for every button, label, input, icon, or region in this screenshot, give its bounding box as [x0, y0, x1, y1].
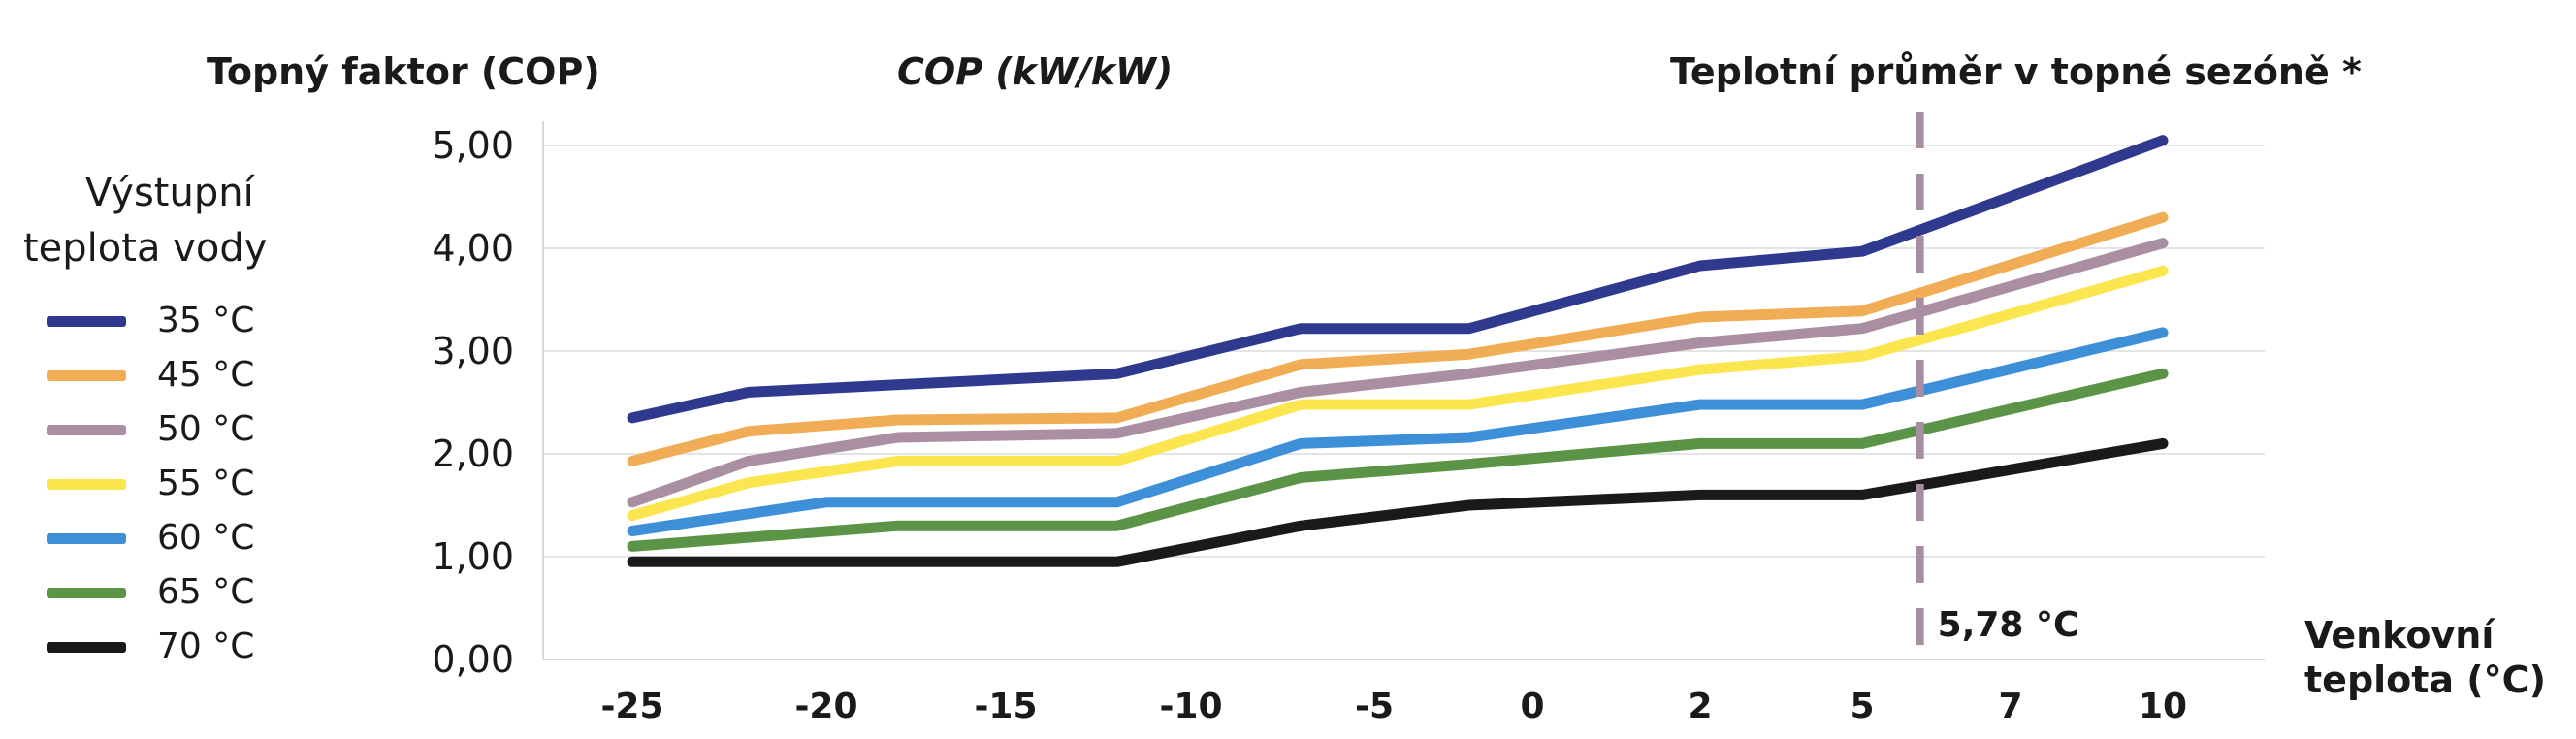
x-axis-title-line1: Venkovní: [2304, 614, 2495, 657]
x-tick-label: 5: [1850, 687, 1874, 726]
series-line: [627, 265, 2169, 522]
x-tick-label: 10: [2139, 687, 2187, 726]
legend-label: 70 °C: [157, 627, 255, 666]
x-tick-label: -20: [794, 687, 857, 726]
y-tick-label: 1,00: [432, 535, 514, 578]
y-axis-title: Topný faktor (COP): [207, 50, 600, 93]
x-tick-label: -15: [974, 687, 1037, 726]
legend-item: 55 °C: [47, 465, 279, 503]
marker-label: 5,78 °C: [1938, 605, 2079, 645]
series-line: [627, 135, 2169, 424]
series-line: [627, 327, 2169, 536]
legend-swatch: [47, 533, 126, 544]
x-tick-label: 2: [1688, 687, 1712, 726]
legend-label: 45 °C: [157, 355, 255, 395]
legend-swatch: [47, 588, 126, 598]
x-axis-title: Venkovní teplota (°C): [2304, 613, 2557, 702]
legend-item: 45 °C: [47, 356, 279, 395]
legend-swatch: [47, 479, 126, 490]
legend-item: 50 °C: [47, 410, 279, 449]
legend-title-line1: Výstupní: [85, 171, 254, 215]
legend-swatch: [47, 642, 126, 653]
legend-item: 60 °C: [47, 519, 279, 558]
x-axis-title-line2: teplota (°C): [2304, 659, 2546, 701]
x-tick-label: 7: [1998, 687, 2022, 726]
chart-subtitle: COP (kW/kW): [897, 50, 1174, 93]
y-tick-label: 0,00: [432, 638, 514, 681]
legend-label: 65 °C: [157, 572, 255, 612]
legend-title-line2: teplota vody: [23, 226, 268, 271]
x-tick-label: -10: [1159, 687, 1222, 726]
legend-item: 65 °C: [47, 573, 279, 612]
y-tick-label: 5,00: [432, 124, 514, 167]
marker-title: Teplotní průměr v topné sezóně *: [1670, 50, 2362, 93]
y-tick-label: 3,00: [432, 330, 514, 372]
series-line: [627, 437, 2169, 567]
legend-swatch: [47, 316, 126, 327]
legend-label: 55 °C: [157, 464, 255, 503]
legend-label: 50 °C: [157, 409, 255, 449]
legend-item: 70 °C: [47, 627, 279, 666]
legend-swatch: [47, 370, 126, 381]
y-tick-label: 4,00: [432, 227, 514, 270]
legend-label: 60 °C: [157, 518, 255, 558]
x-tick-label: -5: [1355, 687, 1394, 726]
series-line: [627, 211, 2169, 466]
legend-item: 35 °C: [47, 302, 279, 340]
series-line: [627, 368, 2169, 552]
series-line: [627, 238, 2169, 508]
legend-label: 35 °C: [157, 301, 255, 340]
x-tick-label: 0: [1520, 687, 1544, 726]
x-tick-label: -25: [600, 687, 663, 726]
legend-swatch: [47, 425, 126, 435]
y-tick-label: 2,00: [432, 433, 514, 475]
